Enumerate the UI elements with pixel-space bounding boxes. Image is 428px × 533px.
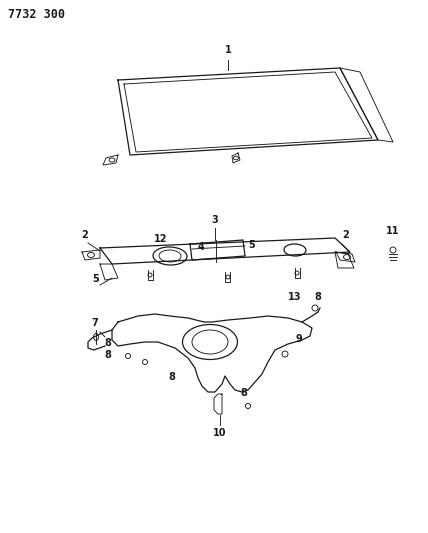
Text: 8: 8 [104,350,111,360]
Text: 3: 3 [211,215,218,225]
Text: 2: 2 [82,230,88,240]
Text: 13: 13 [288,292,302,302]
Text: 8: 8 [241,388,247,398]
Text: 11: 11 [386,226,400,236]
Text: 5: 5 [92,274,99,284]
Text: 1: 1 [225,45,232,55]
Text: 5: 5 [248,240,255,250]
Text: 8: 8 [169,372,175,382]
Text: 7732 300: 7732 300 [8,8,65,21]
Text: 8: 8 [104,338,111,348]
Text: 9: 9 [296,334,303,344]
Text: 8: 8 [315,292,321,302]
Text: 2: 2 [343,230,349,240]
Text: 12: 12 [154,234,168,244]
Text: 4: 4 [197,242,204,252]
Text: 7: 7 [92,318,98,328]
Text: 10: 10 [213,428,227,438]
